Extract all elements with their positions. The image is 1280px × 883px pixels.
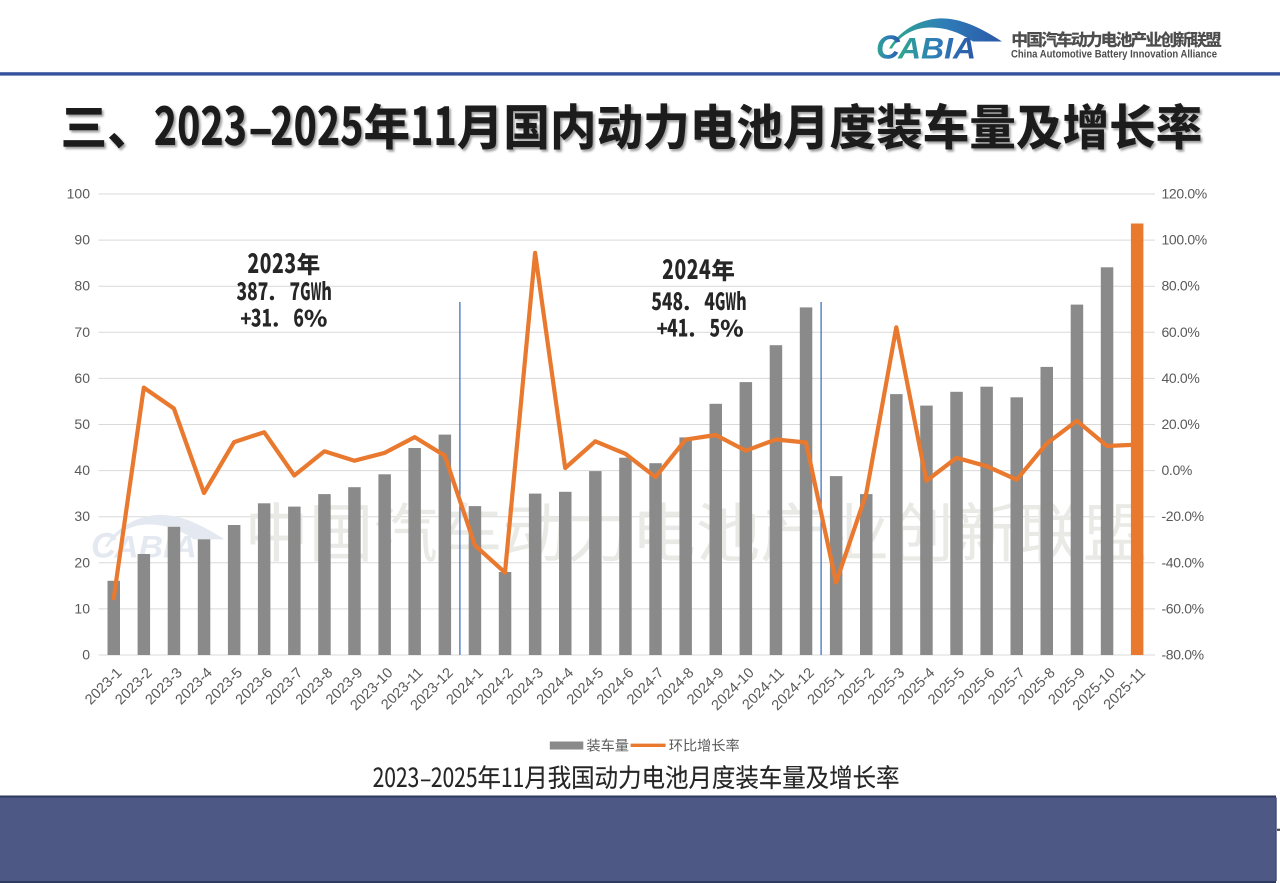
svg-text:10: 10: [74, 600, 90, 616]
svg-text:-40.0%: -40.0%: [1162, 554, 1204, 570]
svg-text:100.0%: 100.0%: [1162, 232, 1207, 248]
svg-text:60: 60: [74, 370, 90, 386]
svg-text:0: 0: [82, 647, 90, 663]
svg-text:ABIA: ABIA: [897, 33, 976, 66]
svg-text:0.0%: 0.0%: [1162, 462, 1193, 478]
svg-text:C: C: [91, 526, 117, 565]
svg-text:40.0%: 40.0%: [1162, 370, 1200, 386]
svg-text:90: 90: [74, 232, 90, 248]
svg-text:-20.0%: -20.0%: [1162, 508, 1204, 524]
svg-text:50: 50: [74, 416, 90, 432]
svg-text:-60.0%: -60.0%: [1162, 600, 1204, 616]
svg-text:120.0%: 120.0%: [1162, 186, 1207, 202]
svg-text:80: 80: [74, 278, 90, 294]
svg-text:20.0%: 20.0%: [1162, 416, 1200, 432]
svg-text:China Automotive Battery Innov: China Automotive Battery Innovation Alli…: [1011, 48, 1217, 60]
svg-text:100: 100: [67, 186, 91, 202]
svg-text:ABIA: ABIA: [113, 528, 197, 564]
svg-text:60.0%: 60.0%: [1162, 324, 1200, 340]
svg-text:C: C: [876, 29, 901, 66]
svg-text:70: 70: [74, 324, 90, 340]
svg-text:20: 20: [74, 554, 90, 570]
svg-text:30: 30: [74, 508, 90, 524]
svg-text:-80.0%: -80.0%: [1162, 647, 1204, 663]
svg-text:40: 40: [74, 462, 90, 478]
svg-text:80.0%: 80.0%: [1162, 278, 1200, 294]
